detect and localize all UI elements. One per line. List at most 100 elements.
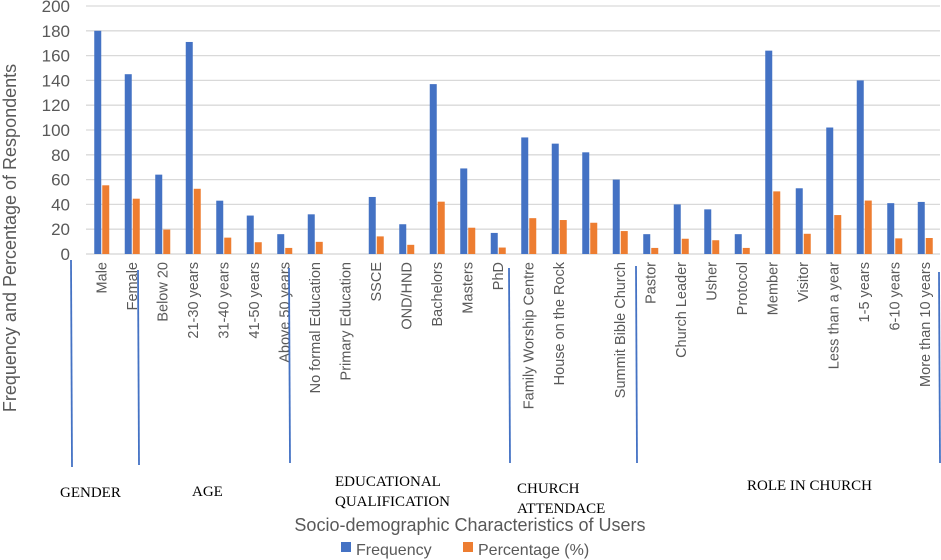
bar-frequency	[917, 201, 925, 254]
bar-frequency	[368, 196, 376, 254]
bar-percentage	[620, 231, 628, 254]
group-label: CHURCH	[517, 481, 580, 497]
bars	[94, 30, 933, 255]
bar-percentage	[285, 247, 293, 254]
group-label: ATTENDACE	[517, 501, 605, 517]
category-label: Below 20	[155, 262, 171, 322]
bar-percentage	[895, 238, 903, 254]
bar-percentage	[834, 215, 842, 254]
bar-frequency	[765, 50, 773, 254]
bar-frequency	[307, 214, 315, 254]
category-label: Protocol	[735, 262, 751, 315]
legend-swatch-percentage	[463, 542, 473, 552]
group-label: GENDER	[60, 485, 121, 501]
bar-percentage	[803, 233, 811, 254]
bar-frequency	[460, 168, 468, 254]
bar-percentage	[742, 247, 750, 254]
bar-percentage	[132, 198, 140, 254]
category-label: Summit Bible Church	[613, 262, 629, 398]
group-label: ROLE IN CHURCH	[747, 478, 872, 494]
bar-frequency	[399, 224, 407, 254]
category-label: Above 50 years	[277, 262, 293, 363]
category-label: Family Worship Centre	[521, 262, 537, 409]
bar-percentage	[651, 247, 659, 254]
group-divider	[70, 259, 73, 468]
category-label: 31-40 years	[216, 262, 232, 339]
bar-frequency	[185, 41, 193, 255]
gridlines	[86, 5, 940, 255]
y-tick-label: 160	[42, 47, 70, 66]
category-label: House on the Rock	[552, 261, 568, 385]
bar-percentage	[193, 188, 201, 254]
legend-swatch-frequency	[341, 542, 351, 552]
bar-frequency	[887, 203, 895, 254]
bar-frequency	[124, 74, 132, 254]
bar-percentage	[498, 247, 506, 254]
bar-frequency	[795, 188, 803, 254]
group-divider	[938, 271, 941, 464]
group-labels: GENDER AGE EDUCATIONAL QUALIFICATION CHURCH A…	[60, 474, 872, 517]
category-label: Bachelors	[430, 262, 446, 326]
group-label: EDUCATIONAL	[335, 474, 441, 490]
category-label: No formal Education	[308, 262, 324, 393]
y-tick-label: 100	[42, 121, 70, 140]
bar-percentage	[102, 185, 110, 254]
category-label: Primary Education	[338, 262, 354, 380]
bar-percentage	[712, 240, 720, 254]
category-label: 21-30 years	[186, 262, 202, 339]
group-divider	[635, 265, 638, 464]
category-label: 41-50 years	[247, 262, 263, 339]
bar-percentage	[925, 238, 933, 254]
bar-frequency	[246, 215, 254, 254]
y-axis-title: Frequency and Percentage of Respondents	[0, 64, 20, 412]
bar-percentage	[468, 227, 476, 254]
bar-frequency	[216, 200, 224, 254]
bar-frequency	[490, 232, 498, 254]
y-tick-label: 200	[42, 0, 70, 16]
bar-frequency	[277, 234, 285, 254]
bar-percentage	[864, 200, 872, 254]
category-label: Male	[94, 262, 110, 293]
category-label: Usher	[704, 262, 720, 301]
category-label: 1-5 years	[857, 262, 873, 322]
y-tick-label: 0	[61, 245, 70, 264]
bar-percentage	[559, 220, 567, 254]
y-tick-label: 120	[42, 96, 70, 115]
bar-percentage	[681, 238, 689, 254]
group-label: AGE	[192, 484, 223, 500]
bar-frequency	[826, 127, 834, 254]
legend-label-percentage: Percentage (%)	[478, 542, 589, 559]
y-axis-ticks: 0 20 40 60 80 100 120 140 160 180 200	[42, 0, 70, 264]
category-label: Visitor	[796, 262, 812, 302]
x-axis-category-labels: Male Female Below 20 21-30 years 31-40 years…	[94, 261, 934, 409]
bar-frequency	[551, 143, 559, 254]
category-label: More than 10 years	[918, 262, 934, 387]
group-dividers	[70, 259, 941, 468]
category-label: PhD	[491, 262, 507, 290]
bar-frequency	[704, 209, 712, 254]
bar-percentage	[224, 237, 232, 254]
bar-frequency	[643, 234, 651, 254]
bar-frequency	[582, 152, 590, 254]
bar-frequency	[856, 80, 864, 255]
bar-percentage	[529, 218, 537, 254]
bar-frequency	[94, 30, 102, 254]
category-label: SSCE	[369, 262, 385, 302]
category-label: Church Leader	[674, 262, 690, 358]
bar-frequency	[734, 234, 742, 254]
category-label: OND/HND	[399, 262, 415, 330]
bar-percentage	[163, 229, 171, 254]
group-label: QUALIFICATION	[335, 494, 450, 510]
bar-frequency	[429, 84, 437, 255]
x-axis-title: Socio-demographic Characteristics of Use…	[294, 515, 645, 535]
group-divider	[137, 269, 140, 466]
group-divider	[508, 267, 511, 464]
legend-label-frequency: Frequency	[356, 542, 432, 559]
y-tick-label: 60	[51, 171, 70, 190]
y-tick-label: 40	[51, 195, 70, 214]
y-tick-label: 180	[42, 22, 70, 41]
bar-percentage	[254, 242, 262, 254]
category-label: Pastor	[643, 262, 659, 304]
bar-percentage	[437, 201, 445, 254]
